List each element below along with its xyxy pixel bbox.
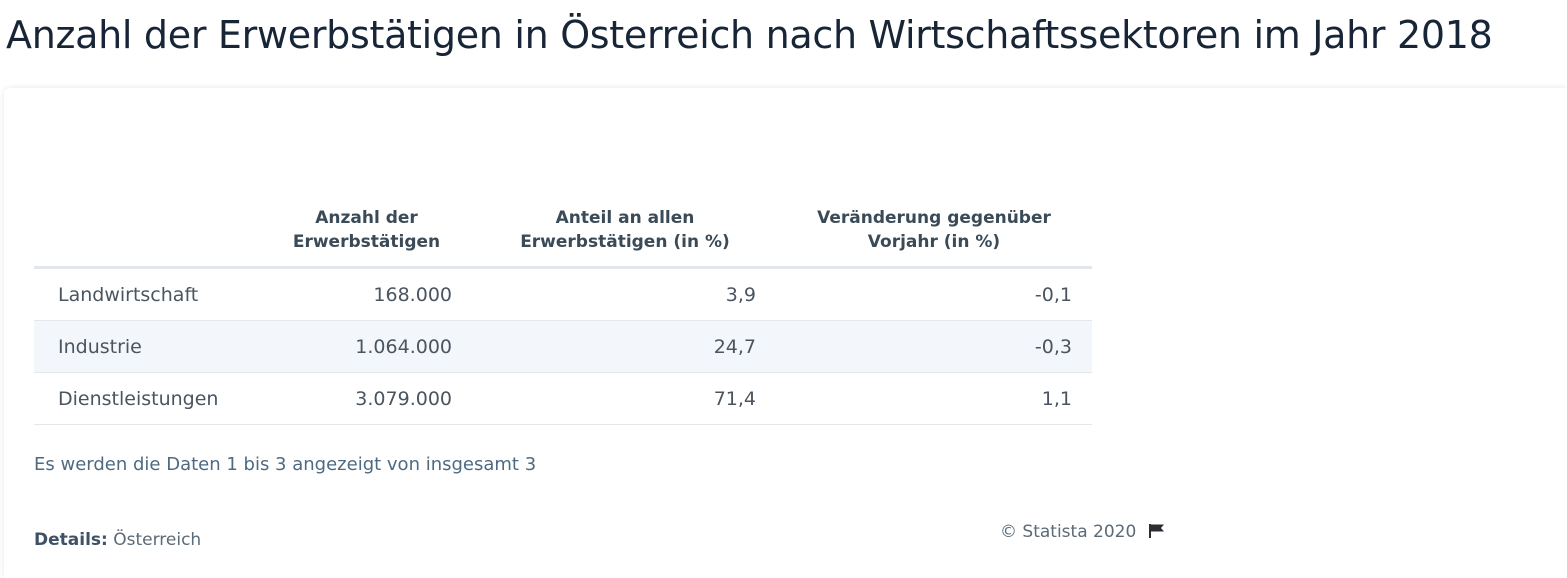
details-info: Details: Österreich (34, 530, 201, 550)
table-header-row: Anzahl der Erwerbstätigen Anteil an alle… (34, 184, 1092, 269)
row-label: Industrie (34, 320, 259, 373)
cell-change: -0,3 (776, 320, 1092, 373)
cell-count: 1.064.000 (259, 320, 474, 373)
column-header-label (34, 184, 259, 269)
page-title: Anzahl der Erwerbstätigen in Österreich … (6, 13, 1493, 57)
table-row: Dienstleistungen 3.079.000 71,4 1,1 (34, 372, 1092, 425)
details-label: Details: (34, 530, 108, 550)
flag-icon[interactable] (1148, 523, 1166, 544)
data-table: Anzahl der Erwerbstätigen Anteil an alle… (34, 184, 1092, 425)
data-table-container: Anzahl der Erwerbstätigen Anteil an alle… (34, 184, 1092, 425)
column-header-count[interactable]: Anzahl der Erwerbstätigen (259, 184, 474, 269)
row-label: Dienstleistungen (34, 372, 259, 425)
cell-share: 24,7 (474, 320, 776, 373)
copyright-notice: © Statista 2020 (1000, 522, 1166, 544)
cell-count: 3.079.000 (259, 372, 474, 425)
table-status-text: Es werden die Daten 1 bis 3 angezeigt vo… (34, 454, 537, 475)
statistic-card: Anzahl der Erwerbstätigen Anteil an alle… (4, 88, 1567, 578)
table-row: Industrie 1.064.000 24,7 -0,3 (34, 320, 1092, 373)
details-value: Österreich (113, 530, 202, 550)
column-header-change[interactable]: Veränderung gegenüber Vorjahr (in %) (776, 184, 1092, 269)
cell-count: 168.000 (259, 267, 474, 321)
column-header-share[interactable]: Anteil an allen Erwerbstätigen (in %) (474, 184, 776, 269)
copyright-text[interactable]: © Statista 2020 (1000, 522, 1137, 542)
cell-change: 1,1 (776, 372, 1092, 425)
redaction-overlay (1096, 90, 1176, 495)
row-label: Landwirtschaft (34, 267, 259, 321)
cell-change: -0,1 (776, 267, 1092, 321)
table-row: Landwirtschaft 168.000 3,9 -0,1 (34, 267, 1092, 321)
cell-share: 3,9 (474, 267, 776, 321)
cell-share: 71,4 (474, 372, 776, 425)
